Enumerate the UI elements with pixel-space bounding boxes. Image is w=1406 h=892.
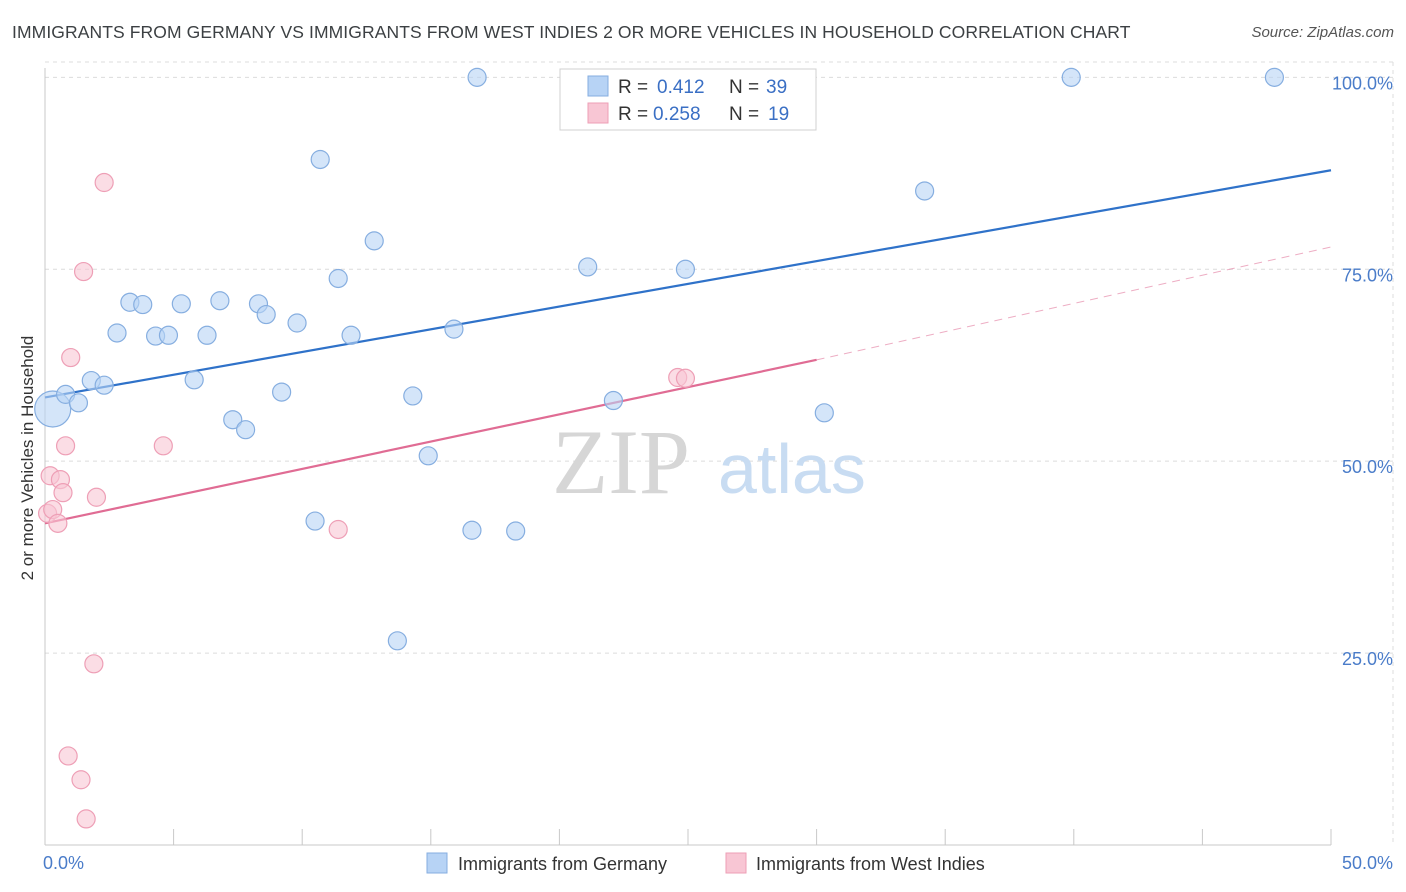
source-credit: Source: ZipAtlas.com: [1251, 24, 1394, 41]
watermark-atlas: atlas: [718, 430, 866, 508]
point-germany-15: [236, 420, 256, 440]
data-points: [34, 67, 1285, 829]
point-germany-10: [171, 294, 191, 314]
point-germany-33: [603, 390, 624, 411]
point-germany-2: [68, 393, 89, 413]
point-germany-12: [197, 325, 217, 345]
point-westindies-18: [675, 368, 696, 388]
point-westindies-6: [55, 436, 76, 456]
trend-line-westindies-extension: [816, 246, 1332, 361]
chart-title: IMMIGRANTS FROM GERMANY VS IMMIGRANTS FR…: [12, 22, 1131, 42]
point-germany-37: [1061, 67, 1081, 87]
point-westindies-15: [153, 436, 173, 456]
point-germany-22: [328, 268, 348, 289]
point-germany-32: [578, 257, 598, 277]
point-germany-24: [364, 231, 384, 251]
point-germany-38: [1264, 67, 1285, 87]
point-germany-19: [287, 313, 307, 333]
point-germany-29: [462, 520, 482, 540]
legend: R = 0.412 N = 39 R = 0.258 N = 19: [559, 68, 817, 131]
x-tick-label-min: 0.0%: [43, 853, 84, 873]
point-germany-31: [506, 521, 526, 541]
series-legend: Immigrants from Germany Immigrants from …: [426, 852, 985, 874]
gridlines: [45, 61, 1394, 845]
point-germany-18: [272, 382, 292, 402]
y-tick-label-50: 50.0%: [1342, 457, 1393, 477]
point-westindies-5: [53, 483, 73, 503]
point-westindies-9: [71, 770, 91, 790]
point-germany-34: [675, 259, 696, 279]
point-germany-20: [305, 511, 325, 531]
axes: [44, 68, 1332, 846]
legend-r-label-germany: R =: [618, 77, 648, 98]
point-germany-5: [107, 323, 127, 343]
y-tick-label-100: 100.0%: [1332, 73, 1393, 93]
point-westindies-10: [73, 261, 94, 282]
legend-n-label-westindies: N =: [729, 104, 759, 125]
point-westindies-11: [76, 809, 96, 829]
point-westindies-16: [328, 519, 348, 540]
legend-r-value-westindies: 0.258: [653, 104, 701, 125]
point-westindies-3: [48, 513, 68, 533]
point-westindies-12: [84, 654, 104, 674]
x-tick-label-max: 50.0%: [1342, 853, 1393, 873]
point-germany-30: [467, 67, 487, 87]
series-legend-germany: Immigrants from Germany: [458, 854, 667, 874]
point-germany-9: [158, 325, 179, 345]
trend-line-germany: [44, 169, 1332, 399]
point-westindies-13: [86, 487, 107, 507]
point-germany-17: [256, 304, 276, 325]
legend-swatch-germany: [587, 75, 609, 97]
x-tick-labels: 0.0% 50.0%: [43, 853, 1393, 873]
legend-r-value-germany: 0.412: [657, 77, 705, 98]
point-westindies-7: [58, 746, 78, 766]
legend-r-label-westindies: R =: [618, 104, 648, 125]
watermark-zip: ZIP: [552, 411, 690, 513]
point-germany-13: [210, 291, 230, 311]
point-germany-36: [915, 181, 935, 201]
legend-n-value-westindies: 19: [768, 104, 789, 125]
series-legend-swatch-westindies: [725, 852, 747, 874]
point-germany-23: [341, 325, 361, 345]
point-germany-26: [403, 386, 423, 406]
point-germany-7: [133, 294, 153, 315]
point-germany-27: [418, 446, 438, 466]
point-germany-14: [223, 410, 243, 430]
legend-swatch-westindies: [587, 102, 609, 124]
point-germany-4: [94, 375, 114, 395]
point-germany-28: [444, 319, 464, 339]
point-germany-35: [814, 403, 834, 423]
point-germany-21: [310, 149, 330, 170]
y-tick-label-75: 75.0%: [1342, 265, 1393, 285]
series-legend-westindies: Immigrants from West Indies: [756, 854, 985, 874]
y-axis-label: 2 or more Vehicles in Household: [18, 336, 37, 581]
point-germany-11: [184, 370, 204, 390]
series-legend-swatch-germany: [426, 852, 448, 874]
point-germany-25: [387, 631, 407, 651]
point-westindies-14: [94, 172, 114, 193]
legend-n-value-germany: 39: [766, 77, 787, 98]
y-tick-label-25: 25.0%: [1342, 649, 1393, 669]
point-westindies-8: [61, 347, 81, 368]
y-tick-labels: 25.0% 50.0% 75.0% 100.0%: [1332, 73, 1393, 669]
legend-n-label-germany: N =: [729, 77, 759, 98]
